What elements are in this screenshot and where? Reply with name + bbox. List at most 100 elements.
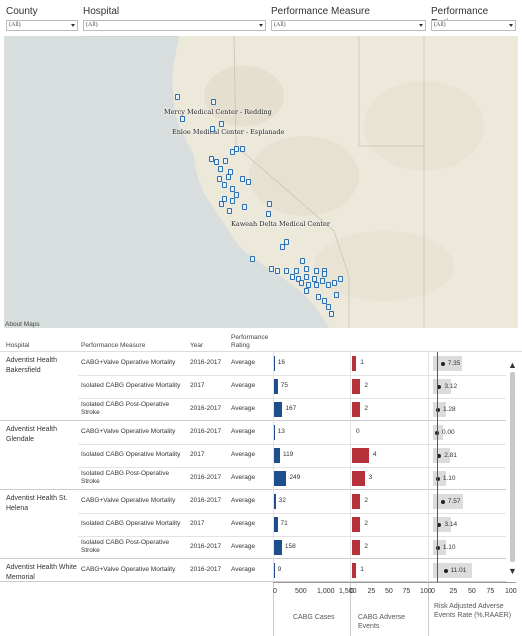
rate-point[interactable]	[437, 385, 442, 389]
table-row[interactable]: CABG+Valve Operative Mortality 2016-2017 A…	[78, 421, 506, 444]
cases-bar[interactable]	[274, 379, 278, 394]
hospital-marker-icon[interactable]	[242, 204, 247, 210]
scroll-down-icon[interactable]: ▼	[508, 566, 517, 576]
cases-bar[interactable]	[274, 448, 280, 463]
hospital-marker-icon[interactable]	[326, 304, 331, 310]
hospital-marker-icon[interactable]	[211, 99, 216, 105]
adverse-events-bar[interactable]	[352, 540, 361, 555]
hospital-marker-icon[interactable]	[314, 282, 319, 288]
hospital-marker-icon[interactable]	[240, 176, 245, 182]
hospital-marker-icon[interactable]	[226, 174, 231, 180]
table-row[interactable]: CABG+Valve Operative Mortality 2016-2017 A…	[78, 490, 506, 513]
performance-measure-dropdown[interactable]: (All)	[271, 20, 426, 31]
hospital-marker-icon[interactable]	[234, 192, 239, 198]
hospital-marker-icon[interactable]	[322, 298, 327, 304]
cases-bar[interactable]	[274, 517, 278, 532]
rate-point[interactable]	[437, 523, 442, 527]
hospital-marker-icon[interactable]	[322, 271, 327, 277]
hospital-marker-icon[interactable]	[334, 292, 339, 298]
table-row[interactable]: CABG+Valve Operative Mortality 2016-2017 A…	[78, 559, 506, 582]
hospital-marker-icon[interactable]	[296, 276, 301, 282]
performance-rating-filter[interactable]: Performance Rating (All)	[431, 6, 516, 31]
hospital-marker-icon[interactable]	[304, 266, 309, 272]
chevron-down-icon[interactable]	[509, 24, 513, 27]
table-row[interactable]: Isolated CABG Post-Operative Stroke 2016-…	[78, 536, 506, 559]
adverse-events-bar[interactable]	[352, 494, 361, 509]
hospital-marker-icon[interactable]	[284, 268, 289, 274]
hospital-marker-icon[interactable]	[214, 159, 219, 165]
chevron-down-icon[interactable]	[259, 24, 263, 27]
hospital-marker-icon[interactable]	[250, 256, 255, 262]
hospital-marker-icon[interactable]	[175, 94, 180, 100]
hospital-marker-icon[interactable]	[230, 149, 235, 155]
hospital-marker-icon[interactable]	[227, 208, 232, 214]
hospital-name[interactable]: Adventist Health Bakersfield	[6, 357, 57, 374]
hospital-marker-icon[interactable]	[280, 244, 285, 250]
table-row[interactable]: CABG+Valve Operative Mortality 2016-2017 A…	[78, 352, 506, 375]
hospital-marker-icon[interactable]	[223, 158, 228, 164]
rate-point[interactable]	[437, 454, 442, 458]
cases-bar[interactable]	[274, 540, 282, 555]
table-row[interactable]: Isolated CABG Operative Mortality 2017 Ave…	[78, 513, 506, 536]
hospital-name[interactable]: Adventist Health St. Helena	[6, 495, 68, 512]
hospital-dropdown[interactable]: (All)	[83, 20, 266, 31]
hospital-marker-icon[interactable]	[314, 268, 319, 274]
cases-bar[interactable]	[274, 425, 275, 440]
county-filter[interactable]: County (All)	[6, 6, 78, 31]
hospital-marker-icon[interactable]	[300, 258, 305, 264]
hospital-marker-icon[interactable]	[306, 282, 311, 288]
chevron-down-icon[interactable]	[419, 24, 423, 27]
adverse-events-bar[interactable]	[352, 402, 361, 417]
hospital-name[interactable]: Adventist Health White Memorial	[6, 564, 77, 581]
hospital-marker-icon[interactable]	[222, 196, 227, 202]
cases-bar[interactable]	[274, 563, 275, 578]
cases-bar[interactable]	[274, 471, 287, 486]
hospital-marker-icon[interactable]	[332, 280, 337, 286]
adverse-events-bar[interactable]	[352, 471, 365, 486]
hospital-marker-icon[interactable]	[312, 276, 317, 282]
hospital-marker-icon[interactable]	[210, 126, 215, 132]
adverse-events-bar[interactable]	[352, 448, 369, 463]
hospital-marker-icon[interactable]	[267, 201, 272, 207]
cases-bar[interactable]	[274, 402, 283, 417]
chevron-down-icon[interactable]	[71, 24, 75, 27]
table-row[interactable]: Isolated CABG Post-Operative Stroke 2016-…	[78, 398, 506, 421]
hospital-name[interactable]: Adventist Health Glendale	[6, 426, 57, 443]
rate-point[interactable]	[440, 500, 445, 504]
scrollbar-thumb[interactable]	[510, 372, 515, 562]
table-row[interactable]: Isolated CABG Operative Mortality 2017 Ave…	[78, 375, 506, 398]
hospital-marker-icon[interactable]	[217, 176, 222, 182]
hospital-marker-icon[interactable]	[284, 239, 289, 245]
hospital-marker-icon[interactable]	[219, 201, 224, 207]
hospital-marker-icon[interactable]	[218, 166, 223, 172]
hospital-marker-icon[interactable]	[209, 156, 214, 162]
cases-bar[interactable]	[274, 356, 275, 371]
hospital-marker-icon[interactable]	[338, 276, 343, 282]
rate-point[interactable]	[440, 362, 445, 366]
adverse-events-bar[interactable]	[352, 379, 361, 394]
hospital-filter[interactable]: Hospital (All)	[83, 6, 266, 31]
hospital-marker-icon[interactable]	[290, 274, 295, 280]
about-maps-link[interactable]: About Maps	[5, 321, 40, 328]
hospital-marker-icon[interactable]	[304, 288, 309, 294]
scroll-up-icon[interactable]: ▲	[508, 360, 517, 370]
hospital-map[interactable]: Mercy Medical Center - Redding Enloe Med…	[4, 36, 518, 328]
hospital-marker-icon[interactable]	[240, 146, 245, 152]
cases-bar[interactable]	[274, 494, 276, 509]
hospital-marker-icon[interactable]	[329, 311, 334, 317]
hospital-marker-icon[interactable]	[299, 280, 304, 286]
performance-measure-filter[interactable]: Performance Measure (All)	[271, 6, 426, 31]
hospital-marker-icon[interactable]	[326, 282, 331, 288]
hospital-marker-icon[interactable]	[275, 268, 280, 274]
hospital-marker-icon[interactable]	[316, 294, 321, 300]
hospital-marker-icon[interactable]	[230, 198, 235, 204]
table-row[interactable]: Isolated CABG Post-Operative Stroke 2016-…	[78, 467, 506, 490]
table-row[interactable]: Isolated CABG Operative Mortality 2017 Ave…	[78, 444, 506, 467]
hospital-marker-icon[interactable]	[269, 266, 274, 272]
hospital-marker-icon[interactable]	[320, 278, 325, 284]
hospital-marker-icon[interactable]	[222, 182, 227, 188]
hospital-marker-icon[interactable]	[219, 121, 224, 127]
county-dropdown[interactable]: (All)	[6, 20, 78, 31]
performance-rating-dropdown[interactable]: (All)	[431, 20, 516, 31]
adverse-events-bar[interactable]	[352, 517, 361, 532]
